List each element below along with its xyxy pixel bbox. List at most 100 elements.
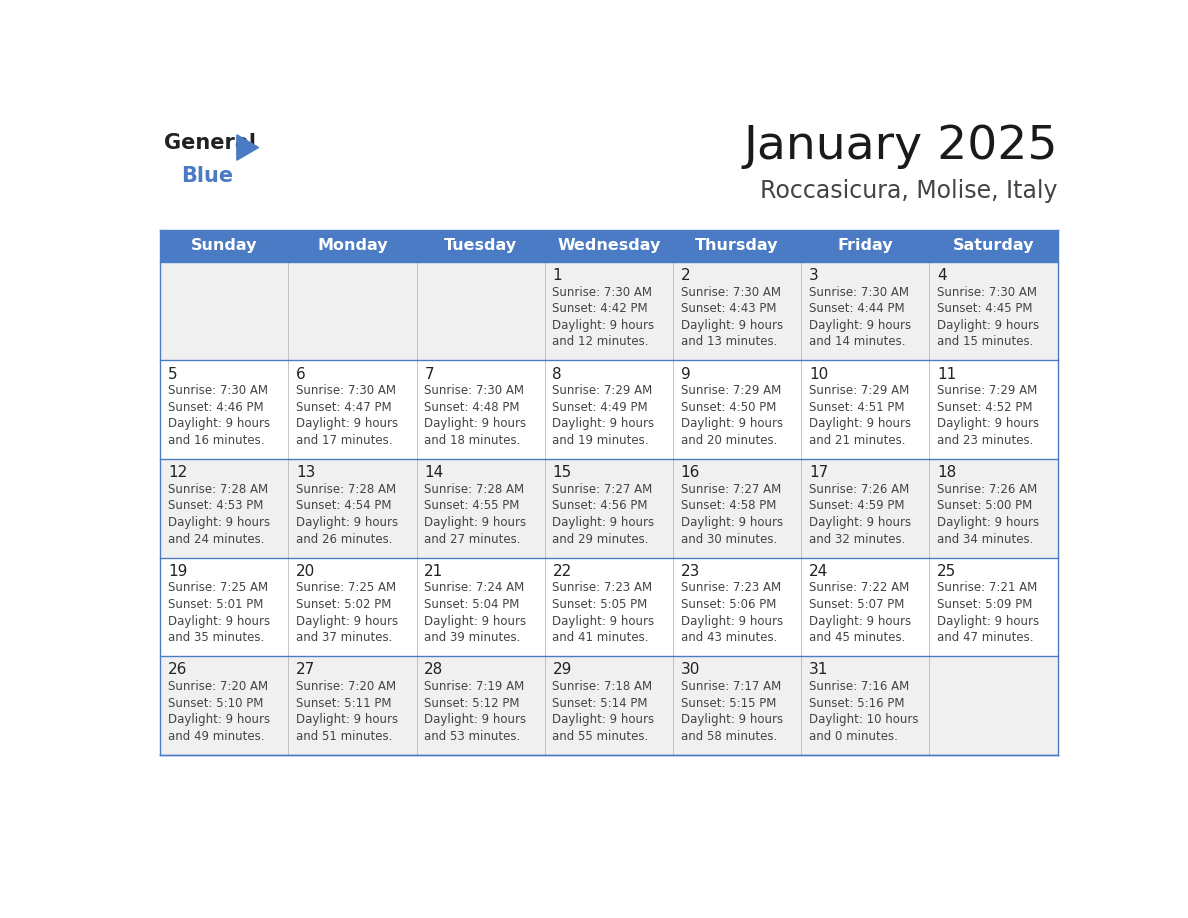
Text: and 15 minutes.: and 15 minutes. <box>937 335 1034 349</box>
Text: Sunset: 5:05 PM: Sunset: 5:05 PM <box>552 598 647 611</box>
Text: Sunrise: 7:30 AM: Sunrise: 7:30 AM <box>424 385 524 397</box>
Text: Friday: Friday <box>838 238 893 253</box>
Text: 13: 13 <box>296 465 316 480</box>
Text: Sunset: 4:50 PM: Sunset: 4:50 PM <box>681 401 776 414</box>
Text: Daylight: 9 hours: Daylight: 9 hours <box>168 418 270 431</box>
Text: Sunset: 4:54 PM: Sunset: 4:54 PM <box>296 499 392 512</box>
Text: 27: 27 <box>296 662 315 677</box>
Text: Daylight: 9 hours: Daylight: 9 hours <box>681 614 783 628</box>
Text: Sunset: 4:56 PM: Sunset: 4:56 PM <box>552 499 647 512</box>
Text: Sunset: 4:49 PM: Sunset: 4:49 PM <box>552 401 649 414</box>
Text: 10: 10 <box>809 366 828 382</box>
Text: Sunrise: 7:22 AM: Sunrise: 7:22 AM <box>809 581 909 594</box>
Text: and 45 minutes.: and 45 minutes. <box>809 631 905 644</box>
Text: Sunset: 4:44 PM: Sunset: 4:44 PM <box>809 302 904 315</box>
Text: Daylight: 9 hours: Daylight: 9 hours <box>424 516 526 529</box>
Text: Sunset: 5:07 PM: Sunset: 5:07 PM <box>809 598 904 611</box>
Text: Daylight: 9 hours: Daylight: 9 hours <box>296 418 398 431</box>
Text: and 51 minutes.: and 51 minutes. <box>296 730 392 743</box>
Text: and 39 minutes.: and 39 minutes. <box>424 631 520 644</box>
Text: Sunrise: 7:28 AM: Sunrise: 7:28 AM <box>424 483 524 496</box>
Text: Sunrise: 7:18 AM: Sunrise: 7:18 AM <box>552 680 652 693</box>
Text: and 16 minutes.: and 16 minutes. <box>168 434 265 447</box>
Text: Sunset: 5:02 PM: Sunset: 5:02 PM <box>296 598 392 611</box>
Text: Sunset: 4:58 PM: Sunset: 4:58 PM <box>681 499 776 512</box>
Text: and 41 minutes.: and 41 minutes. <box>552 631 649 644</box>
Text: Sunset: 5:09 PM: Sunset: 5:09 PM <box>937 598 1032 611</box>
Text: and 0 minutes.: and 0 minutes. <box>809 730 898 743</box>
Text: Sunrise: 7:20 AM: Sunrise: 7:20 AM <box>168 680 268 693</box>
Text: Monday: Monday <box>317 238 387 253</box>
Text: and 30 minutes.: and 30 minutes. <box>681 532 777 545</box>
Text: Sunrise: 7:27 AM: Sunrise: 7:27 AM <box>681 483 781 496</box>
Text: 8: 8 <box>552 366 562 382</box>
Text: Sunset: 4:53 PM: Sunset: 4:53 PM <box>168 499 264 512</box>
Text: 21: 21 <box>424 564 443 578</box>
Text: Sunset: 5:06 PM: Sunset: 5:06 PM <box>681 598 776 611</box>
Text: Daylight: 9 hours: Daylight: 9 hours <box>296 614 398 628</box>
Text: Sunset: 5:15 PM: Sunset: 5:15 PM <box>681 697 776 710</box>
Text: 16: 16 <box>681 465 700 480</box>
Text: and 13 minutes.: and 13 minutes. <box>681 335 777 349</box>
Text: and 53 minutes.: and 53 minutes. <box>424 730 520 743</box>
Text: 7: 7 <box>424 366 434 382</box>
Text: Daylight: 9 hours: Daylight: 9 hours <box>809 614 911 628</box>
Text: Sunrise: 7:27 AM: Sunrise: 7:27 AM <box>552 483 652 496</box>
Text: Sunset: 4:48 PM: Sunset: 4:48 PM <box>424 401 520 414</box>
Text: 26: 26 <box>168 662 188 677</box>
Text: Sunset: 5:14 PM: Sunset: 5:14 PM <box>552 697 647 710</box>
Text: Sunrise: 7:23 AM: Sunrise: 7:23 AM <box>681 581 781 594</box>
Text: Sunrise: 7:29 AM: Sunrise: 7:29 AM <box>552 385 652 397</box>
Text: and 37 minutes.: and 37 minutes. <box>296 631 392 644</box>
Text: Sunset: 4:47 PM: Sunset: 4:47 PM <box>296 401 392 414</box>
Text: and 58 minutes.: and 58 minutes. <box>681 730 777 743</box>
Text: Sunrise: 7:30 AM: Sunrise: 7:30 AM <box>937 285 1037 298</box>
Text: Sunrise: 7:19 AM: Sunrise: 7:19 AM <box>424 680 525 693</box>
Text: Sunrise: 7:30 AM: Sunrise: 7:30 AM <box>552 285 652 298</box>
Text: 6: 6 <box>296 366 305 382</box>
Text: Daylight: 9 hours: Daylight: 9 hours <box>168 614 270 628</box>
Text: Sunset: 4:45 PM: Sunset: 4:45 PM <box>937 302 1032 315</box>
Text: Sunrise: 7:29 AM: Sunrise: 7:29 AM <box>937 385 1037 397</box>
Text: Sunset: 5:11 PM: Sunset: 5:11 PM <box>296 697 392 710</box>
Text: 9: 9 <box>681 366 690 382</box>
Text: Sunrise: 7:17 AM: Sunrise: 7:17 AM <box>681 680 781 693</box>
Text: Sunrise: 7:16 AM: Sunrise: 7:16 AM <box>809 680 909 693</box>
Text: Sunrise: 7:30 AM: Sunrise: 7:30 AM <box>681 285 781 298</box>
Text: Sunrise: 7:20 AM: Sunrise: 7:20 AM <box>296 680 397 693</box>
Text: Sunrise: 7:30 AM: Sunrise: 7:30 AM <box>809 285 909 298</box>
Bar <box>160 557 1057 656</box>
Text: Daylight: 10 hours: Daylight: 10 hours <box>809 713 918 726</box>
Text: Sunrise: 7:21 AM: Sunrise: 7:21 AM <box>937 581 1037 594</box>
Text: and 47 minutes.: and 47 minutes. <box>937 631 1034 644</box>
Text: Sunset: 4:46 PM: Sunset: 4:46 PM <box>168 401 264 414</box>
Text: Sunset: 4:59 PM: Sunset: 4:59 PM <box>809 499 904 512</box>
Text: 1: 1 <box>552 268 562 283</box>
Text: Daylight: 9 hours: Daylight: 9 hours <box>296 713 398 726</box>
Text: Sunrise: 7:25 AM: Sunrise: 7:25 AM <box>296 581 397 594</box>
Text: Sunset: 4:43 PM: Sunset: 4:43 PM <box>681 302 776 315</box>
Text: and 20 minutes.: and 20 minutes. <box>681 434 777 447</box>
Text: Sunset: 5:04 PM: Sunset: 5:04 PM <box>424 598 519 611</box>
Text: Daylight: 9 hours: Daylight: 9 hours <box>424 418 526 431</box>
Text: and 43 minutes.: and 43 minutes. <box>681 631 777 644</box>
Polygon shape <box>236 135 259 161</box>
Text: Sunset: 5:00 PM: Sunset: 5:00 PM <box>937 499 1032 512</box>
Text: Sunrise: 7:28 AM: Sunrise: 7:28 AM <box>168 483 268 496</box>
Text: Daylight: 9 hours: Daylight: 9 hours <box>937 614 1040 628</box>
Text: Daylight: 9 hours: Daylight: 9 hours <box>809 319 911 331</box>
Text: Roccasicura, Molise, Italy: Roccasicura, Molise, Italy <box>760 179 1057 204</box>
Text: Tuesday: Tuesday <box>444 238 517 253</box>
Text: and 34 minutes.: and 34 minutes. <box>937 532 1034 545</box>
Text: 3: 3 <box>809 268 819 283</box>
Text: Sunday: Sunday <box>191 238 258 253</box>
Text: Sunset: 5:12 PM: Sunset: 5:12 PM <box>424 697 520 710</box>
Text: Blue: Blue <box>181 165 233 185</box>
Text: Sunrise: 7:29 AM: Sunrise: 7:29 AM <box>809 385 909 397</box>
Text: Sunrise: 7:29 AM: Sunrise: 7:29 AM <box>681 385 781 397</box>
Text: and 27 minutes.: and 27 minutes. <box>424 532 520 545</box>
Bar <box>160 230 1057 262</box>
Text: Daylight: 9 hours: Daylight: 9 hours <box>168 713 270 726</box>
Text: Daylight: 9 hours: Daylight: 9 hours <box>937 516 1040 529</box>
Text: Sunrise: 7:26 AM: Sunrise: 7:26 AM <box>809 483 909 496</box>
